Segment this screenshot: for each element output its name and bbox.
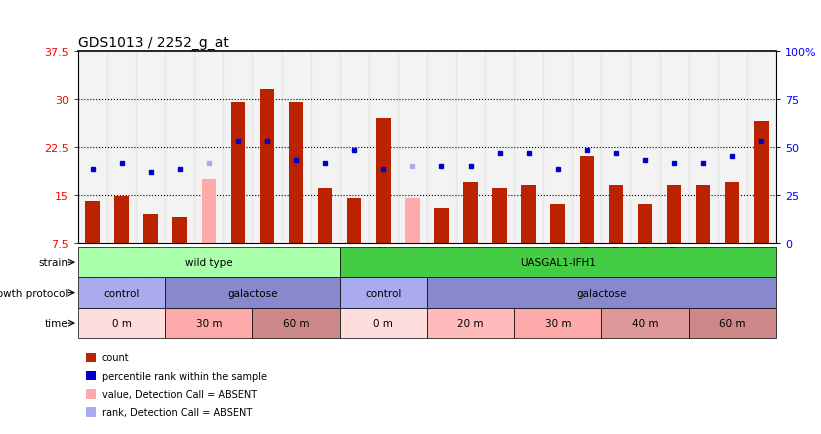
Bar [427, 278, 776, 308]
Bar [223, 52, 253, 243]
Bar [259, 90, 274, 243]
Bar [544, 52, 572, 243]
Bar [659, 52, 689, 243]
Bar [289, 103, 303, 243]
Bar [405, 198, 420, 243]
Bar [340, 247, 776, 278]
Bar [376, 119, 391, 243]
Bar [282, 52, 310, 243]
Bar [78, 52, 107, 243]
Text: 20 m: 20 m [457, 319, 484, 328]
Text: UASGAL1-IFH1: UASGAL1-IFH1 [520, 258, 596, 267]
Bar [601, 308, 689, 339]
Bar [608, 186, 623, 243]
Text: 0 m: 0 m [374, 319, 393, 328]
Text: 30 m: 30 m [544, 319, 571, 328]
Text: galactose: galactose [576, 288, 626, 298]
Bar [463, 183, 478, 243]
Bar [114, 197, 129, 243]
Bar [202, 179, 216, 243]
Text: 30 m: 30 m [195, 319, 222, 328]
Bar [514, 52, 544, 243]
Bar [572, 52, 601, 243]
Text: count: count [102, 353, 130, 362]
Bar [514, 308, 601, 339]
Bar [718, 52, 747, 243]
Text: time: time [44, 319, 68, 328]
Bar [253, 308, 340, 339]
Bar [638, 205, 652, 243]
Bar [747, 52, 776, 243]
Text: growth protocol: growth protocol [0, 288, 68, 298]
Bar [78, 247, 340, 278]
Bar [78, 308, 165, 339]
Bar [310, 52, 340, 243]
Text: control: control [365, 288, 401, 298]
Text: galactose: galactose [227, 288, 277, 298]
Bar [521, 186, 536, 243]
Bar [165, 278, 340, 308]
Bar [551, 205, 565, 243]
Bar [78, 278, 165, 308]
Text: strain: strain [38, 258, 68, 267]
Text: percentile rank within the sample: percentile rank within the sample [102, 371, 267, 381]
Bar [427, 308, 514, 339]
Text: value, Detection Call = ABSENT: value, Detection Call = ABSENT [102, 389, 257, 399]
Bar [696, 186, 710, 243]
Bar [253, 52, 282, 243]
Bar [725, 183, 740, 243]
Bar [172, 217, 187, 243]
Bar [493, 189, 507, 243]
Bar [456, 52, 485, 243]
Bar [340, 52, 369, 243]
Bar [398, 52, 427, 243]
Text: 40 m: 40 m [631, 319, 658, 328]
Bar [689, 308, 776, 339]
Bar [347, 198, 361, 243]
Bar [85, 202, 100, 243]
Bar [667, 186, 681, 243]
Bar [340, 278, 427, 308]
Bar [165, 52, 195, 243]
Bar [434, 208, 449, 243]
Bar [601, 52, 631, 243]
Text: 0 m: 0 m [112, 319, 131, 328]
Bar [136, 52, 165, 243]
Bar [165, 308, 253, 339]
Text: control: control [103, 288, 140, 298]
Text: 60 m: 60 m [282, 319, 310, 328]
Bar [231, 103, 245, 243]
Bar [485, 52, 514, 243]
Bar [631, 52, 659, 243]
Bar [580, 157, 594, 243]
Bar [195, 52, 223, 243]
Bar [107, 52, 136, 243]
Text: wild type: wild type [185, 258, 232, 267]
Bar [689, 52, 718, 243]
Bar [754, 122, 768, 243]
Bar [144, 214, 158, 243]
Bar [427, 52, 456, 243]
Text: GDS1013 / 2252_g_at: GDS1013 / 2252_g_at [78, 36, 229, 49]
Bar [318, 189, 333, 243]
Bar [340, 308, 427, 339]
Bar [369, 52, 398, 243]
Text: rank, Detection Call = ABSENT: rank, Detection Call = ABSENT [102, 408, 252, 417]
Text: 60 m: 60 m [719, 319, 745, 328]
